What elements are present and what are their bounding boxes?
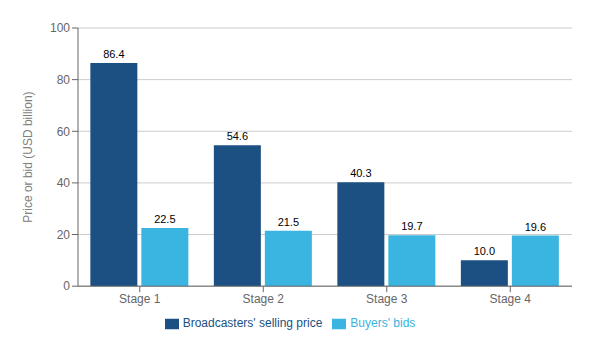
svg-text:Stage 3: Stage 3	[366, 292, 408, 306]
svg-text:Stage 2: Stage 2	[243, 292, 285, 306]
svg-text:Price or bid (USD billion): Price or bid (USD billion)	[21, 91, 35, 222]
svg-text:21.5: 21.5	[278, 216, 299, 228]
svg-text:19.6: 19.6	[525, 221, 546, 233]
svg-text:Stage 4: Stage 4	[490, 292, 532, 306]
html-text:Broadcasters' selling price: Broadcasters' selling price	[182, 316, 323, 331]
svg-text:Stage 1: Stage 1	[119, 292, 161, 306]
svg-text:86.4: 86.4	[103, 48, 124, 60]
svg-text:22.5: 22.5	[154, 213, 175, 225]
svg-text:40.3: 40.3	[350, 167, 371, 179]
svg-text:80: 80	[57, 73, 71, 87]
svg-text:10.0: 10.0	[474, 245, 495, 257]
svg-text:0: 0	[63, 279, 70, 293]
svg-text:40: 40	[57, 176, 71, 190]
svg-text:54.6: 54.6	[227, 130, 248, 142]
svg-text:19.7: 19.7	[401, 220, 422, 232]
svg-text:60: 60	[57, 125, 71, 139]
html-text:Buyers' bids: Buyers' bids	[350, 316, 416, 331]
svg-text:20: 20	[57, 228, 71, 242]
svg-text:100: 100	[50, 21, 70, 35]
